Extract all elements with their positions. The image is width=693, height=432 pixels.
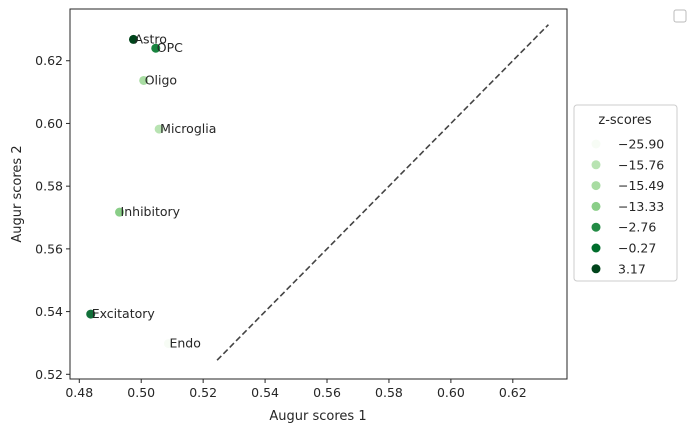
data-point xyxy=(86,309,96,319)
reference-diagonal xyxy=(216,24,549,361)
legend-label: −13.33 xyxy=(618,199,664,214)
data-point xyxy=(139,75,149,85)
legend-label: −2.76 xyxy=(618,220,656,235)
x-tick-label: 0.52 xyxy=(189,385,217,400)
legend-marker xyxy=(591,264,601,274)
point-label: Endo xyxy=(169,336,200,351)
legend: z-scores −25.90 −15.76 −15.49 −13.33 −2.76 −0… xyxy=(573,104,678,282)
point-label: Astro xyxy=(134,31,166,46)
y-tick-label: 0.58 xyxy=(35,179,63,194)
legend-label: −15.76 xyxy=(618,157,664,172)
point-label: OPC xyxy=(157,40,183,55)
legend-marker xyxy=(591,181,601,191)
y-tick-label: 0.56 xyxy=(35,241,63,256)
legend-label: −0.27 xyxy=(618,241,656,256)
legend-marker xyxy=(591,160,601,170)
x-tick-label: 0.60 xyxy=(437,385,465,400)
data-point xyxy=(128,34,138,44)
data-point xyxy=(151,43,161,53)
x-axis-label: Augur scores 1 xyxy=(269,409,366,424)
x-tick-label: 0.62 xyxy=(499,385,527,400)
y-tick-label: 0.62 xyxy=(35,53,63,68)
y-tick-label: 0.60 xyxy=(35,116,63,131)
x-tick-label: 0.50 xyxy=(127,385,155,400)
data-point xyxy=(163,339,173,349)
x-tick-label: 0.48 xyxy=(65,385,93,400)
y-tick-label: 0.52 xyxy=(35,367,63,382)
legend-label: −25.90 xyxy=(618,137,664,152)
data-point xyxy=(154,124,164,134)
x-tick-label: 0.58 xyxy=(375,385,403,400)
point-label: Inhibitory xyxy=(121,204,181,219)
point-label: Microglia xyxy=(160,121,216,136)
y-axis-ticks: 0.52 0.54 0.56 0.58 0.60 0.62 xyxy=(35,53,70,382)
data-point xyxy=(115,207,125,217)
legend-frame xyxy=(573,104,678,282)
plot-frame xyxy=(69,8,568,380)
x-tick-label: 0.54 xyxy=(251,385,279,400)
point-label: Excitatory xyxy=(92,306,156,321)
y-tick-label: 0.54 xyxy=(35,304,63,319)
point-label: Oligo xyxy=(145,72,177,87)
legend-label: 3.17 xyxy=(618,261,646,276)
y-axis-label: Augur scores 2 xyxy=(10,145,25,242)
legend-label: −15.49 xyxy=(618,178,664,193)
x-axis-ticks: 0.48 0.50 0.52 0.54 0.56 0.58 0.60 0.62 xyxy=(65,379,527,400)
empty-legend-box xyxy=(673,9,687,23)
legend-marker xyxy=(591,222,601,232)
legend-marker xyxy=(591,139,601,149)
x-tick-label: 0.56 xyxy=(313,385,341,400)
legend-marker xyxy=(591,243,601,253)
legend-marker xyxy=(591,201,601,211)
legend-title: z-scores xyxy=(598,113,651,128)
legend-items: −25.90 −15.76 −15.49 −13.33 −2.76 −0.27 3.17 xyxy=(591,137,664,276)
